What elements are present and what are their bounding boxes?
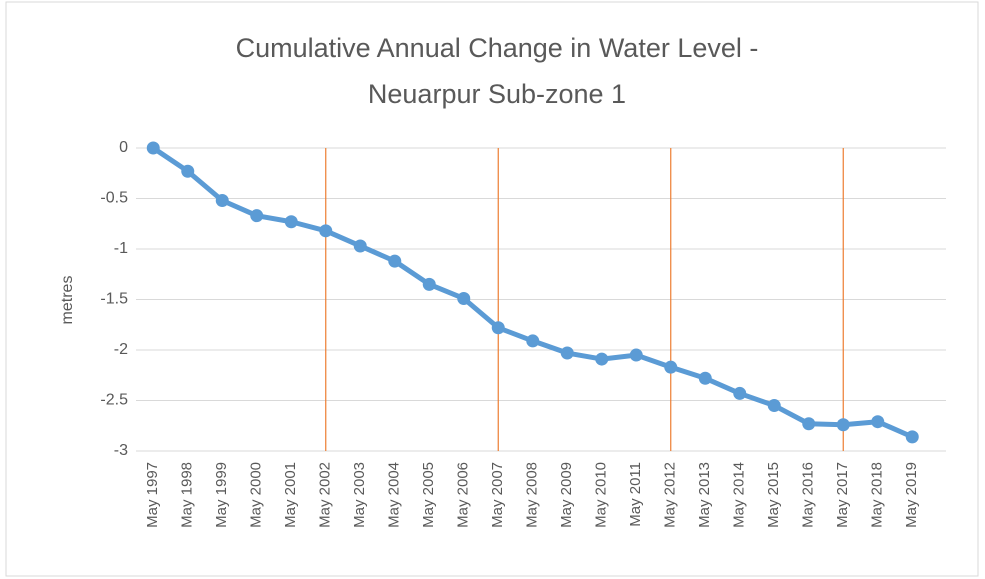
x-tick-label: May 2019 [903, 462, 920, 528]
x-tick-label: May 2000 [248, 462, 265, 528]
y-axis-label: metres [59, 276, 76, 325]
data-point [905, 430, 919, 444]
x-tick-label: May 2012 [662, 462, 679, 528]
chart-title: Neuarpur Sub-zone 1 [368, 79, 626, 109]
y-tick-label: -2 [114, 341, 128, 358]
data-point [422, 277, 436, 291]
data-point [215, 194, 229, 208]
x-tick-label: May 2011 [627, 462, 644, 527]
x-tick-label: May 2013 [696, 462, 713, 528]
data-point [181, 164, 195, 178]
data-point [733, 386, 747, 400]
data-point [491, 321, 505, 335]
x-tick-label: May 2017 [834, 462, 851, 528]
data-point [353, 239, 367, 253]
data-point [802, 417, 816, 431]
data-point [871, 415, 885, 429]
x-tick-label: May 1997 [144, 462, 161, 528]
data-point [595, 352, 609, 366]
x-tick-label: May 2010 [593, 462, 610, 528]
data-point [836, 418, 850, 432]
x-tick-label: May 1999 [213, 462, 230, 528]
x-tick-label: May 2002 [317, 462, 334, 528]
data-point [146, 141, 160, 155]
x-tick-label: May 2004 [386, 462, 403, 528]
data-point [457, 291, 471, 305]
x-tick-label: May 2018 [869, 462, 886, 528]
x-tick-label: May 2008 [524, 462, 541, 528]
x-tick-label: May 2005 [420, 462, 437, 528]
chart-border [5, 1, 979, 577]
data-point [319, 224, 333, 238]
x-tick-label: May 2009 [558, 462, 575, 528]
x-tick-label: May 2007 [489, 462, 506, 528]
y-tick-label: -0.5 [100, 190, 128, 207]
data-point [526, 334, 540, 348]
data-point [284, 215, 298, 229]
line [151, 145, 914, 440]
y-tick-label: -2.5 [100, 392, 128, 409]
y-tick-label: -1 [114, 240, 128, 257]
x-tick-label: May 2006 [455, 462, 472, 528]
data-point [664, 360, 678, 374]
x-tick-label: May 2003 [351, 462, 368, 528]
y-tick-label: -3 [114, 442, 128, 459]
x-tick-label: May 2001 [282, 462, 299, 528]
data-point [388, 254, 402, 268]
x-tick-label: May 1998 [179, 462, 196, 528]
x-tick-label: May 2015 [765, 462, 782, 528]
chart-title: Cumulative Annual Change in Water Level … [236, 33, 759, 63]
data-point [560, 346, 574, 360]
data-point [767, 399, 781, 413]
data-point [250, 209, 264, 223]
x-tick-label: May 2014 [731, 462, 748, 528]
data-point [698, 371, 712, 385]
y-tick-label: -1.5 [100, 291, 128, 308]
y-tick-label: 0 [119, 139, 128, 156]
data-point [629, 348, 643, 362]
x-tick-label: May 2016 [800, 462, 817, 528]
